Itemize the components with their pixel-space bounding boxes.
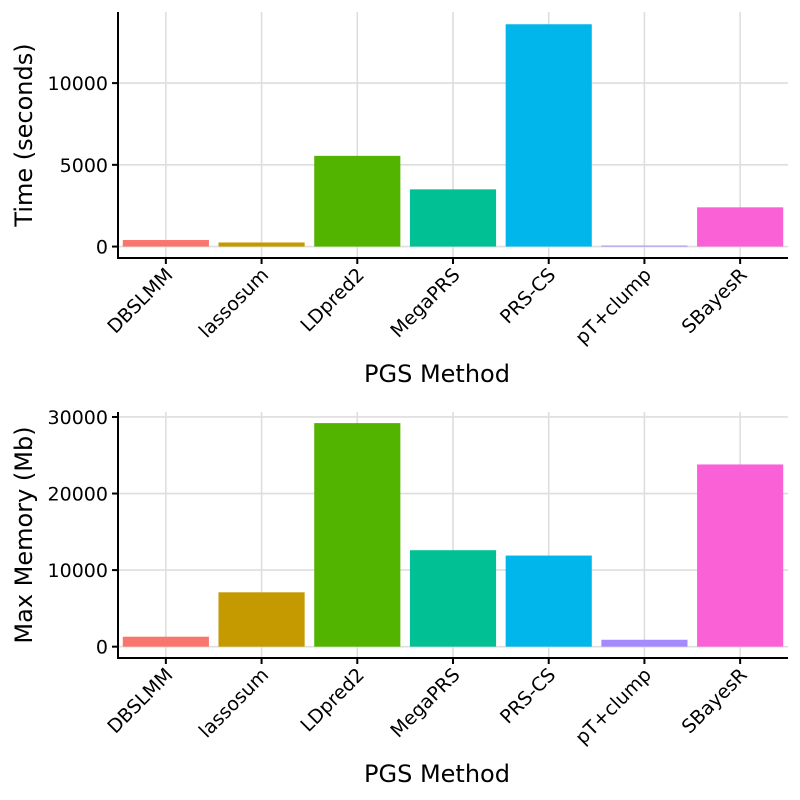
memory-y-tick-label: 0 <box>96 637 108 659</box>
memory-bar-ldpred2 <box>314 423 401 647</box>
memory-x-tick-label-megaprs: MegaPRS <box>386 664 464 742</box>
time-bar-lassosum <box>218 242 305 247</box>
time-bar-dbslmm <box>122 240 209 247</box>
memory-bar-pt-clump <box>601 639 688 647</box>
time-x-tick-label-dbslmm: DBSLMM <box>103 264 177 338</box>
time-bar-prs-cs <box>505 24 592 247</box>
time-x-tick-label-megaprs: MegaPRS <box>386 264 464 342</box>
memory-bar-megaprs <box>409 550 497 647</box>
memory-bar-sbayesr <box>697 464 784 647</box>
time-y-tick-label: 10000 <box>48 73 108 95</box>
time-bar-sbayesr <box>697 207 784 247</box>
time-x-tick-label-ldpred2: LDpred2 <box>296 264 368 336</box>
memory-y-tick-label: 30000 <box>48 407 108 429</box>
time-bar-megaprs <box>409 189 497 247</box>
time-x-tick-label-prs-cs: PRS-CS <box>496 264 560 328</box>
time-x-tick-label-lassosum: lassosum <box>195 264 273 342</box>
memory-x-axis-title: PGS Method <box>364 760 510 788</box>
memory-x-tick-label-pt-clump: pT+clump <box>571 664 656 749</box>
memory-y-tick-label: 10000 <box>48 560 108 582</box>
memory-x-tick-label-sbayesr: SBayesR <box>678 664 752 738</box>
time-y-tick-label: 0 <box>96 237 108 259</box>
memory-x-tick-label-lassosum: lassosum <box>195 664 273 742</box>
memory-bar-prs-cs <box>505 555 592 647</box>
memory-panel: 0 10000 20000 30000 DBSLMM lassosum LDpred2 Meg… <box>10 407 788 788</box>
time-x-tick-label-pt-clump: pT+clump <box>571 264 656 349</box>
time-y-tick-label: 5000 <box>60 155 108 177</box>
memory-x-tick-label-ldpred2: LDpred2 <box>296 664 368 736</box>
memory-bar-dbslmm <box>122 636 209 647</box>
time-y-axis-title: Time (seconds) <box>10 43 38 227</box>
time-bar-ldpred2 <box>314 155 401 247</box>
memory-x-tick-label-prs-cs: PRS-CS <box>496 664 560 728</box>
memory-bar-lassosum <box>218 592 305 647</box>
memory-x-tick-label-dbslmm: DBSLMM <box>103 664 177 738</box>
time-x-axis-title: PGS Method <box>364 360 510 388</box>
time-x-tick-label-sbayesr: SBayesR <box>678 264 752 338</box>
time-bar-pt-clump <box>601 245 688 247</box>
memory-y-tick-label: 20000 <box>48 484 108 506</box>
time-panel: 0 5000 10000 DBSLMM lassosum LDpred2 MegaPRS PR… <box>10 12 788 388</box>
memory-y-axis-title: Max Memory (Mb) <box>10 426 38 643</box>
